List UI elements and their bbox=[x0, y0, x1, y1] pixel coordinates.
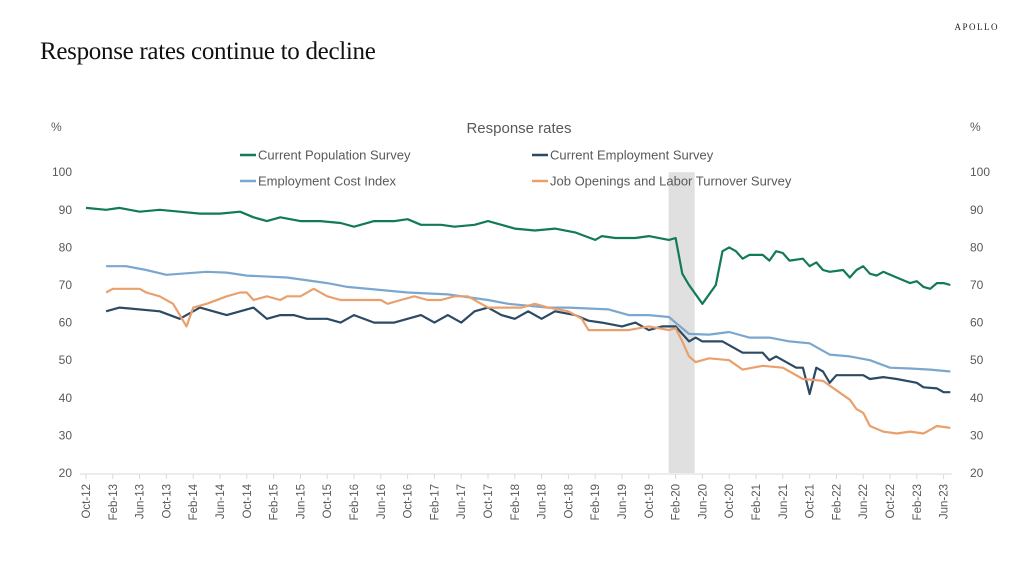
legend-label: Job Openings and Labor Turnover Survey bbox=[550, 174, 792, 189]
x-tick-label: Jun-22 bbox=[858, 484, 870, 519]
right-axis-unit: % bbox=[970, 120, 981, 134]
x-tick-label: Oct-16 bbox=[403, 484, 415, 519]
x-tick-label: Oct-15 bbox=[322, 484, 334, 519]
x-tick-label: Oct-20 bbox=[724, 484, 736, 519]
y-tick-label-left: 100 bbox=[52, 165, 72, 179]
x-tick-label: Oct-21 bbox=[805, 484, 817, 519]
x-tick-label: Jun-15 bbox=[295, 484, 307, 519]
x-tick-label: Oct-14 bbox=[242, 483, 254, 518]
y-tick-label-right: 100 bbox=[970, 165, 990, 179]
left-axis-unit: % bbox=[51, 120, 62, 134]
x-tick-label: Oct-17 bbox=[483, 484, 495, 519]
x-tick-label: Oct-22 bbox=[885, 484, 897, 519]
legend-label: Employment Cost Index bbox=[258, 174, 397, 189]
x-tick-label: Feb-14 bbox=[188, 483, 200, 520]
x-tick-label: Jun-20 bbox=[697, 484, 709, 519]
y-tick-label-right: 40 bbox=[970, 391, 984, 405]
legend: Current Population Survey Current Employm… bbox=[240, 148, 792, 189]
x-tick-label: Jun-13 bbox=[135, 484, 147, 519]
x-tick-label: Oct-18 bbox=[563, 484, 575, 519]
x-tick-label: Oct-19 bbox=[644, 484, 656, 519]
series-line-job-openings-and-labor-turnover-survey bbox=[105, 287, 951, 435]
x-tick-label: Feb-15 bbox=[269, 484, 281, 520]
shaded-period bbox=[668, 172, 695, 473]
y-tick-label-right: 70 bbox=[970, 278, 984, 292]
y-tick-label-right: 80 bbox=[970, 240, 984, 254]
x-tick-label: Jun-21 bbox=[778, 484, 790, 519]
x-tick-label: Jun-17 bbox=[456, 484, 468, 519]
apollo-logo: APOLLO bbox=[954, 22, 999, 32]
y-tick-label-left: 90 bbox=[59, 203, 73, 217]
series-line-current-population-survey bbox=[85, 206, 951, 305]
x-tick-label: Jun-16 bbox=[376, 484, 388, 519]
y-tick-label-right: 90 bbox=[970, 203, 984, 217]
x-tick-label: Feb-16 bbox=[349, 484, 361, 520]
legend-label: Current Population Survey bbox=[258, 148, 411, 163]
y-tick-label-right: 20 bbox=[970, 466, 984, 480]
y-tick-label-left: 70 bbox=[59, 278, 73, 292]
y-tick-label-left: 80 bbox=[59, 240, 73, 254]
x-tick-label: Jun-18 bbox=[537, 484, 549, 519]
x-tick-label: Oct-12 bbox=[81, 484, 93, 519]
y-tick-label-right: 30 bbox=[970, 428, 984, 442]
y-tick-label-left: 40 bbox=[59, 391, 73, 405]
x-tick-label: Feb-17 bbox=[429, 484, 441, 520]
series-line-employment-cost-index bbox=[106, 265, 951, 373]
x-tick-label: Feb-20 bbox=[671, 484, 683, 520]
x-tick-label: Feb-23 bbox=[912, 484, 924, 520]
x-tick-label: Feb-22 bbox=[831, 484, 843, 520]
y-tick-label-left: 50 bbox=[59, 353, 73, 367]
x-tick-label: Jun-19 bbox=[617, 484, 629, 519]
legend-label: Current Employment Survey bbox=[550, 148, 714, 163]
x-tick-label: Feb-18 bbox=[510, 484, 522, 520]
x-tick-label: Feb-21 bbox=[751, 484, 763, 520]
y-tick-label-right: 60 bbox=[970, 316, 984, 330]
x-tick-label: Oct-13 bbox=[161, 484, 173, 519]
chart-title: Response rates bbox=[466, 120, 571, 137]
y-tick-label-right: 50 bbox=[970, 353, 984, 367]
y-tick-label-left: 20 bbox=[59, 466, 73, 480]
y-tick-label-left: 60 bbox=[59, 316, 73, 330]
x-tick-label: Feb-13 bbox=[108, 484, 120, 520]
slide-title: Response rates continue to decline bbox=[40, 38, 376, 65]
x-tick-label: Jun-14 bbox=[215, 483, 227, 519]
x-tick-label: Feb-19 bbox=[590, 484, 602, 520]
x-tick-label: Jun-23 bbox=[939, 484, 951, 519]
y-tick-label-left: 30 bbox=[59, 428, 73, 442]
